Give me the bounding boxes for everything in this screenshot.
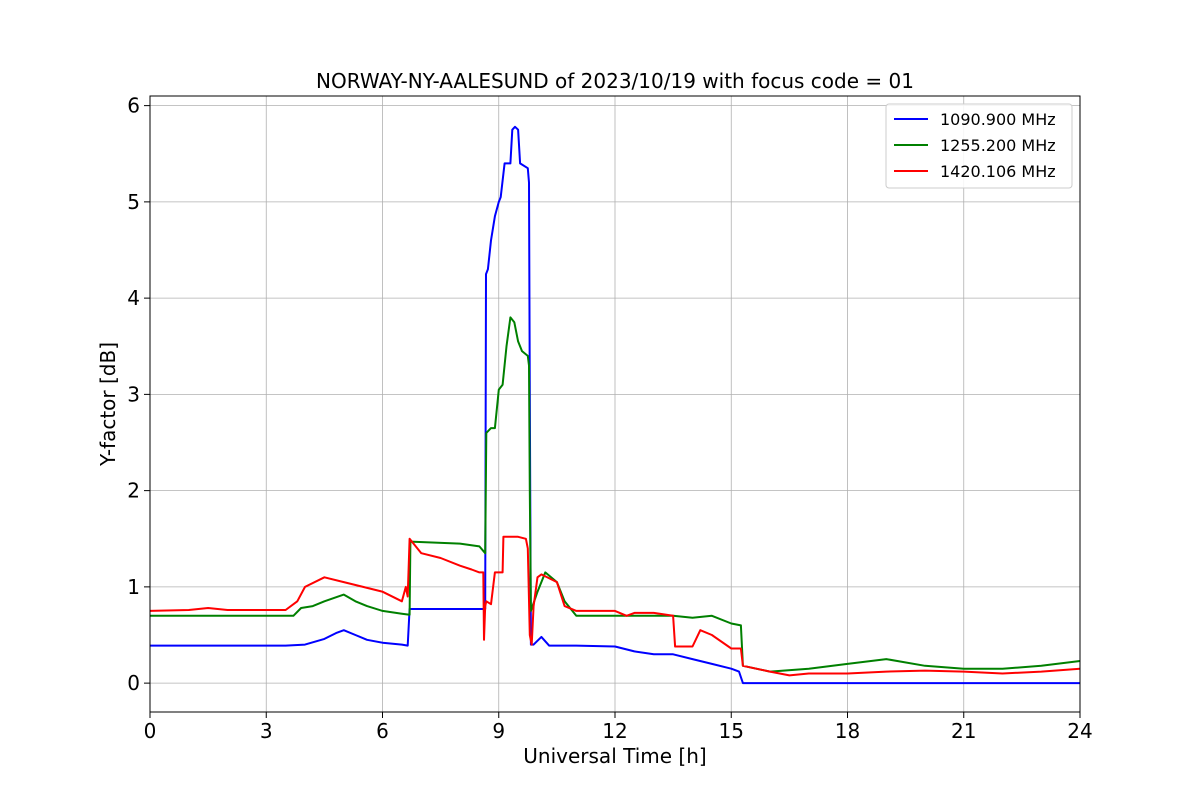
y-axis-label: Y-factor [dB] [96, 342, 120, 467]
y-tick-label: 6 [127, 94, 140, 118]
legend-label-1: 1090.900 MHz [940, 110, 1056, 129]
x-tick-label: 0 [144, 719, 157, 743]
y-tick-label: 0 [127, 671, 140, 695]
x-tick-label: 21 [951, 719, 976, 743]
legend-label-3: 1420.106 MHz [940, 162, 1056, 181]
legend-label-2: 1255.200 MHz [940, 136, 1056, 155]
x-tick-label: 9 [492, 719, 505, 743]
legend-box [885, 103, 1073, 189]
x-tick-label: 18 [835, 719, 860, 743]
series-group [149, 125, 1081, 685]
y-tick-label: 4 [127, 286, 140, 310]
x-axis: 0 3 6 9 12 15 18 21 24 [144, 712, 1093, 743]
x-tick-label: 6 [376, 719, 389, 743]
legend: 1090.900 MHz 1255.200 MHz 1420.106 MHz [885, 103, 1073, 189]
y-tick-label: 5 [127, 190, 140, 214]
chart-title: NORWAY-NY-AALESUND of 2023/10/19 with fo… [316, 69, 914, 93]
y-axis: 0 1 2 3 4 5 6 [127, 94, 150, 695]
series-line-1 [150, 125, 1080, 685]
x-tick-label: 24 [1067, 719, 1092, 743]
y-tick-label: 3 [127, 382, 140, 406]
x-tick-label: 15 [719, 719, 744, 743]
x-axis-label: Universal Time [h] [523, 744, 706, 768]
x-tick-label: 12 [602, 719, 627, 743]
y-tick-label: 1 [127, 575, 140, 599]
series-line-3 [149, 535, 1081, 677]
x-tick-label: 3 [260, 719, 273, 743]
y-tick-label: 2 [127, 479, 140, 503]
